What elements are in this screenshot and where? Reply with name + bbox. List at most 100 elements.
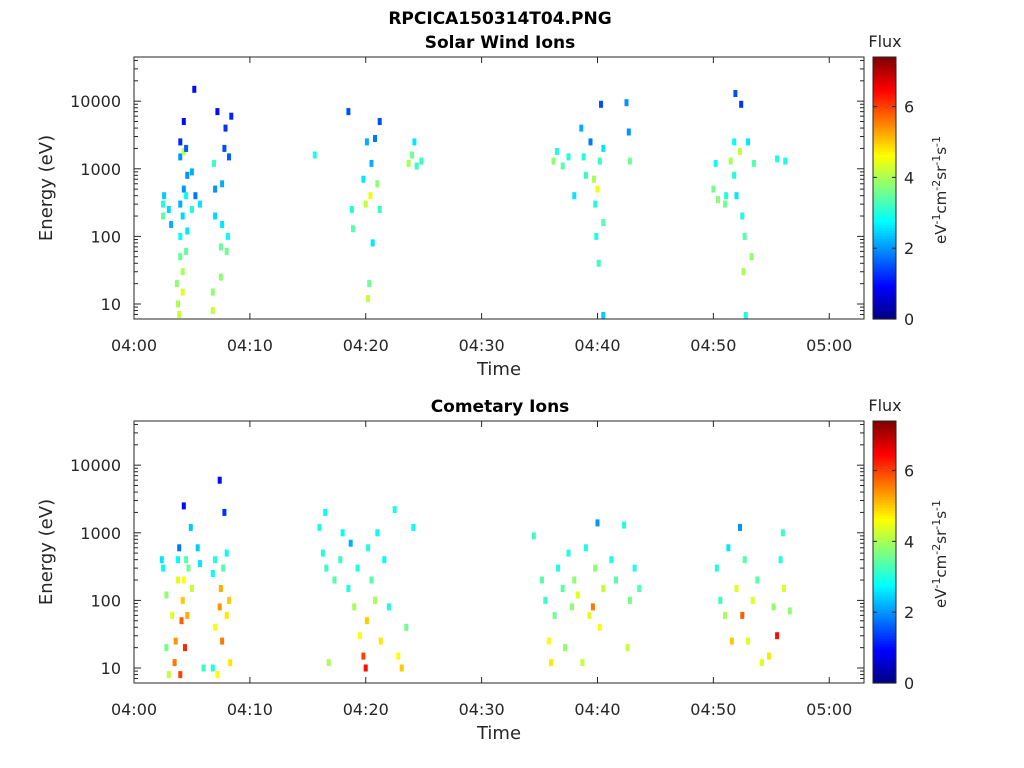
x-tick-label: 05:00 [806,700,852,719]
heatmap-cell [349,206,354,213]
colorbar-segment [873,496,896,501]
heatmap-cell [549,659,554,667]
heatmap-cell [369,159,374,167]
colorbar-segment [873,436,896,440]
heatmap-cell [597,623,602,631]
y-axis-ticks: 10 100 1000 10000 [70,423,864,684]
y-tick-label: 1000 [80,160,121,179]
plot-frame [133,56,865,320]
heatmap-cell [627,157,632,165]
colorbar-segment [873,646,896,650]
colorbar-segment [873,434,896,438]
heatmap-cell [223,124,228,132]
heatmap-cell [546,637,551,645]
colorbar-segment [873,114,896,118]
heatmap-cell [572,576,577,584]
colorbar-segment [873,580,896,585]
colorbar-segment [873,426,896,430]
colorbar-segment [873,201,896,205]
colorbar-segment [873,182,896,186]
heatmap-cell [419,157,424,165]
heatmap-cell [228,659,233,667]
heatmap-cell [723,200,727,208]
heatmap-cell [218,273,223,281]
heatmap-cell [724,192,729,200]
colorbar-segment [873,601,896,605]
heatmap-cell [560,162,565,170]
heatmap-cell [601,144,606,152]
heatmap-cell [637,585,642,592]
colorbar-segment [873,261,896,265]
x-tick-label: 04:10 [227,700,273,719]
colorbar-segment [873,557,896,561]
heatmap-cell [601,219,606,227]
colorbar-segment [873,620,896,624]
heatmap-cell [184,192,189,200]
heatmap-cell [739,100,744,108]
x-tick-label: 04:00 [111,336,157,355]
heatmap-cell [181,148,186,155]
panel-cometary-ions: Cometary Ions 04:00 04:10 04:20 04:30 04:40 0… [36,396,950,744]
colorbar-segment [873,224,896,228]
heatmap-cell [732,171,737,179]
heatmap-cell [185,227,190,235]
heatmap-cell [220,221,225,228]
heatmap-cell [222,508,227,516]
heatmap-cell [767,652,771,660]
colorbar-segment [873,669,896,674]
colorbar-segment [873,130,896,134]
heatmap-cell [411,523,416,531]
colorbar-segment [873,282,896,286]
heatmap-cell [743,312,748,319]
colorbar-segment [873,481,896,485]
heatmap-cell [579,124,584,132]
colorbar-segment [873,316,896,320]
heatmap-cell [369,576,374,584]
colorbar-segment [873,164,896,168]
heatmap-cell [178,232,183,240]
heatmap-cell [178,253,183,261]
heatmap-cell [728,157,733,165]
colorbar-segment [873,305,896,310]
x-axis-label: Time [476,723,521,744]
colorbar-segment [873,609,896,613]
heatmap-cell [587,611,592,619]
heatmap-cells [161,85,788,319]
colorbar-segment [873,311,896,315]
heatmap-cell [382,556,387,564]
colorbar-segment [873,651,896,655]
heatmap-cell [375,529,380,537]
colorbar-segment [873,198,896,202]
panel-title: Solar Wind Ions [425,33,576,53]
heatmap-cell [201,664,206,672]
heatmap-cell [161,200,165,208]
colorbar-segment [873,428,896,433]
colorbar-segment [873,431,896,435]
heatmap-cell [599,100,603,108]
colorbar-segment [873,140,896,145]
colorbar-segment [873,98,896,103]
heatmap-cell [225,232,230,240]
heatmap-cell [392,506,397,514]
colorbar-segment [873,586,896,590]
heatmap-cell [221,564,226,572]
heatmap-cell [320,549,325,557]
heatmap-cell [346,585,351,592]
heatmap-cell [210,288,215,296]
heatmap-cell [189,585,194,592]
colorbar-segment [873,439,896,443]
colorbar-segment [873,132,896,137]
colorbar-segment [873,292,896,297]
heatmap-cell [189,168,194,176]
colorbar-segment [873,654,896,658]
heatmap-cell [166,206,171,213]
colorbar: 0 2 4 6 [872,56,914,329]
heatmap-cell [570,603,574,611]
colorbar-segment [873,277,896,281]
x-tick-label: 05:00 [806,336,852,355]
colorbar-segment [873,125,896,129]
colorbar-segment [873,148,896,152]
heatmap-cell [593,564,598,572]
heatmap-cell [566,153,571,161]
heatmap-cell [595,519,600,527]
